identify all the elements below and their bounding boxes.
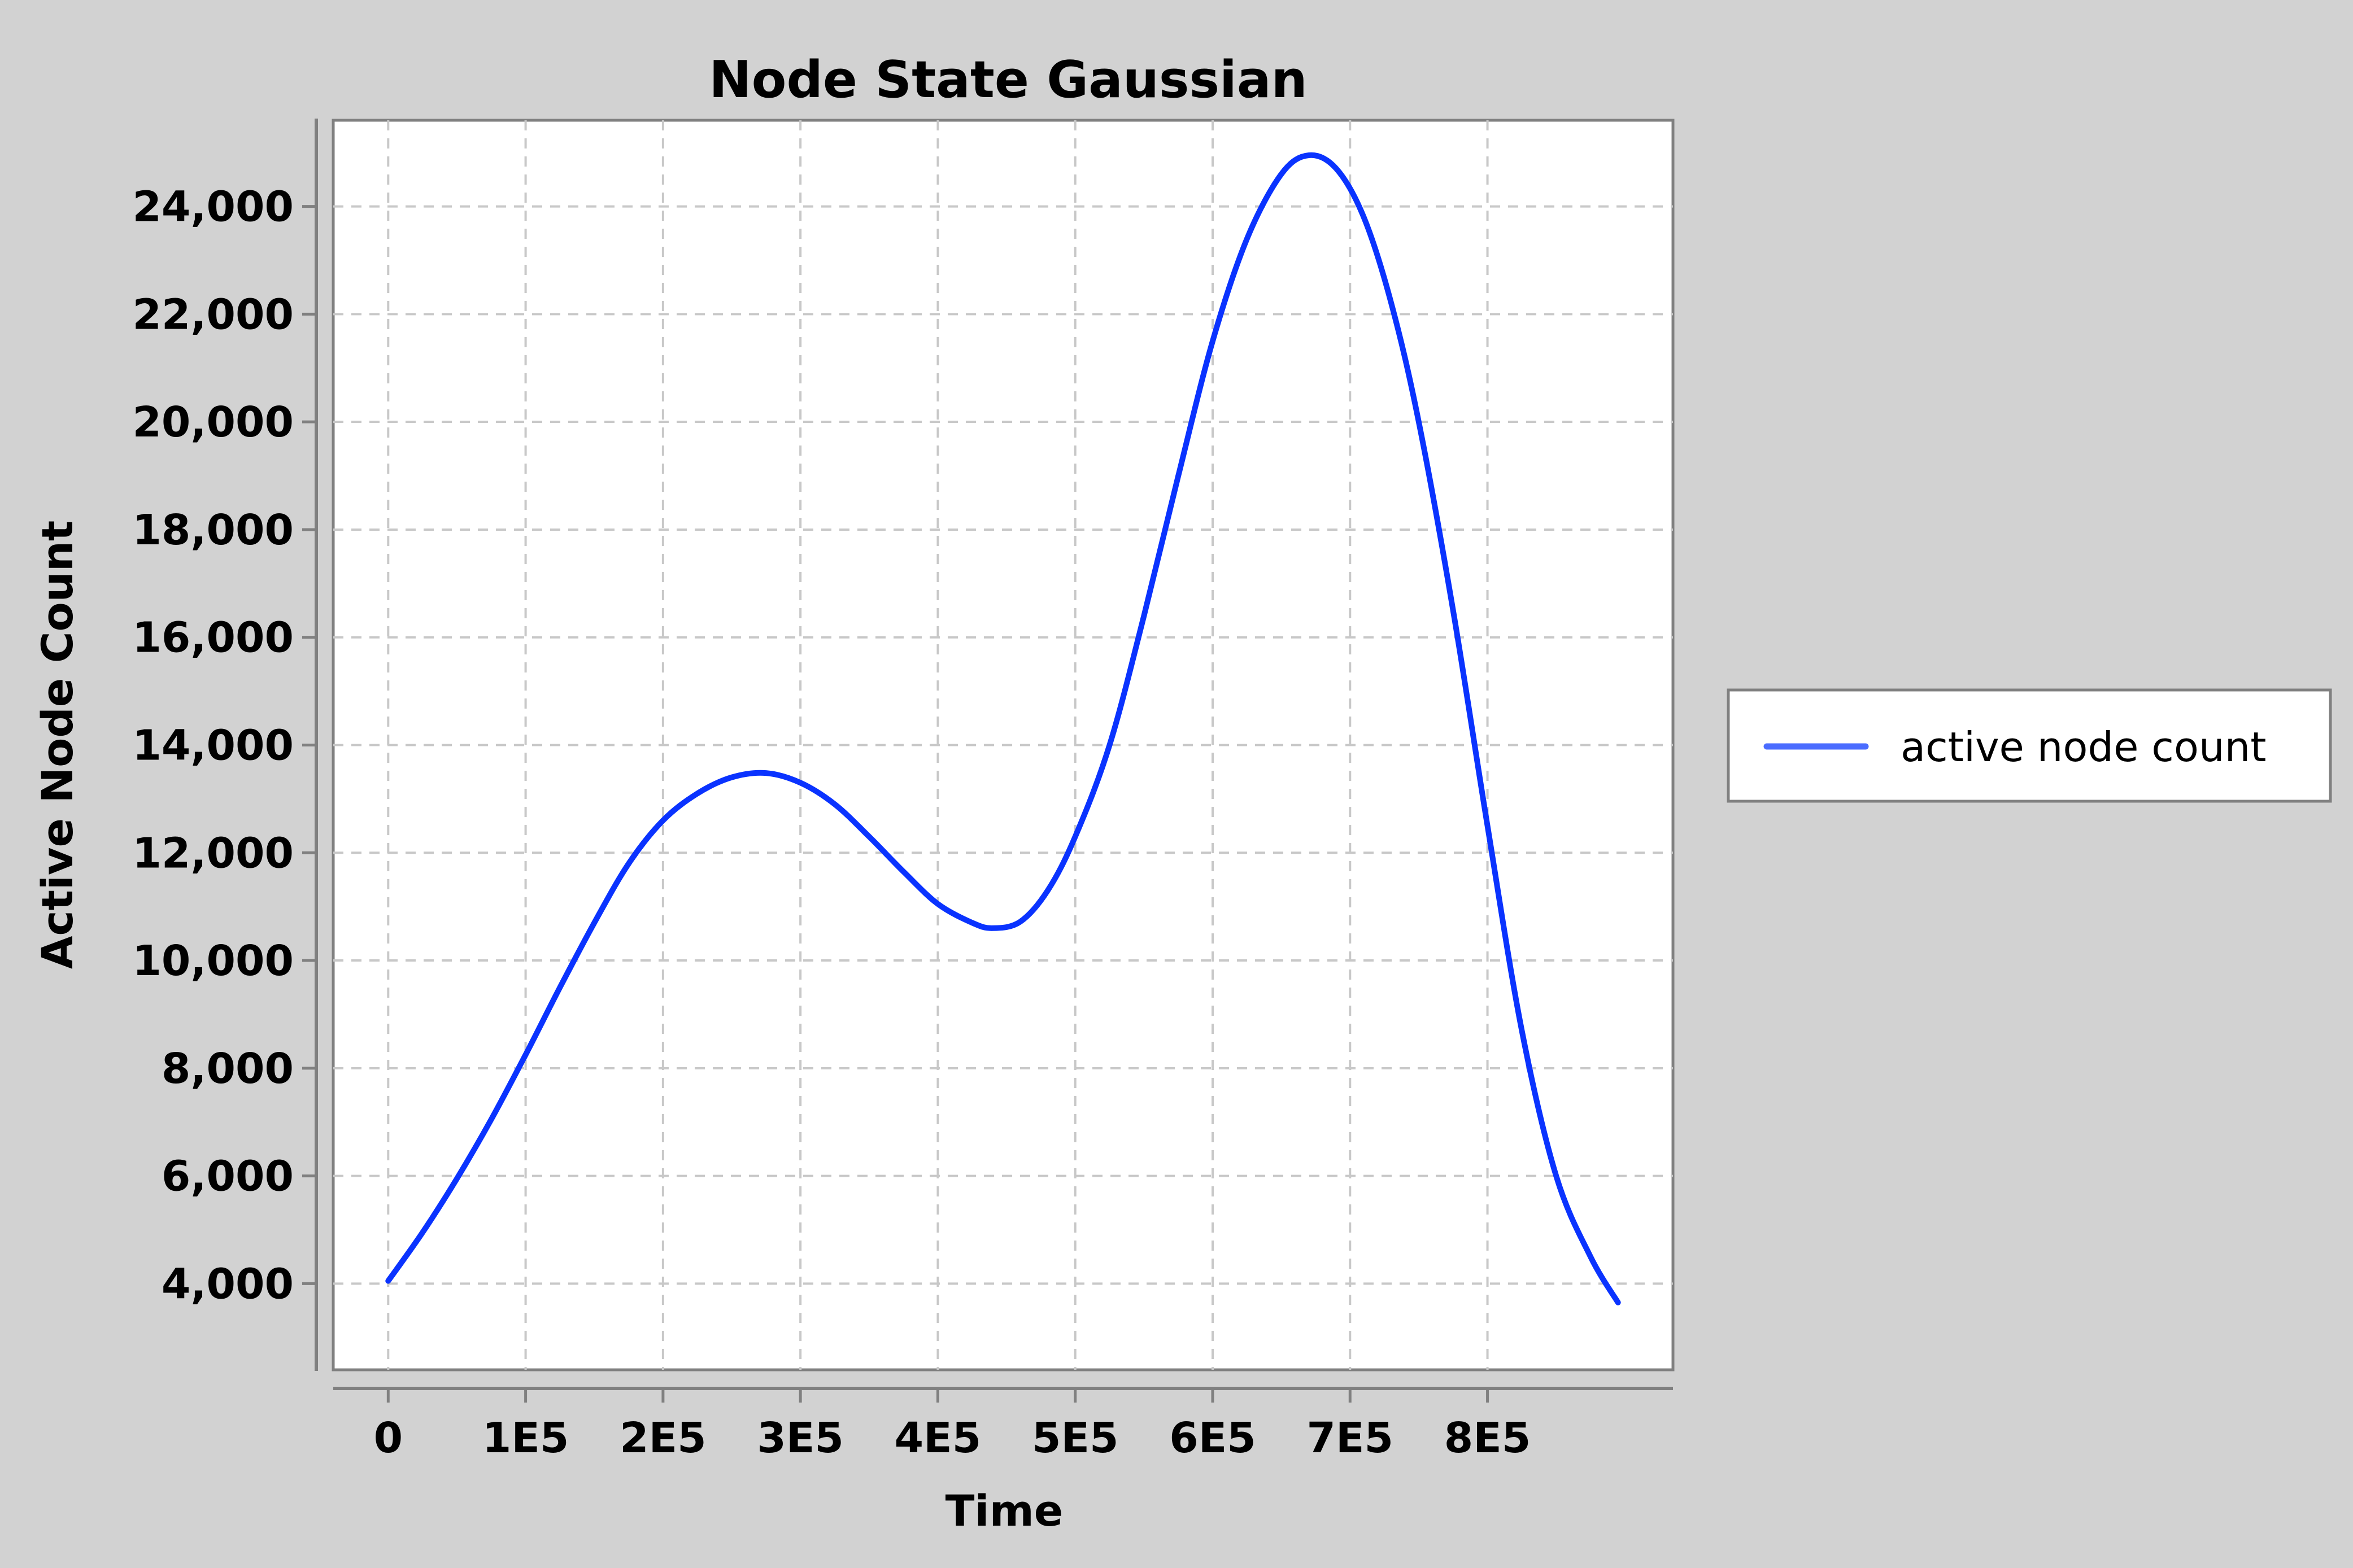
- y-axis-label: Active Node Count: [32, 521, 82, 969]
- y-tick-label: 20,000: [132, 398, 294, 447]
- y-tick-label: 10,000: [132, 937, 294, 985]
- y-tick-label: 18,000: [132, 506, 294, 554]
- x-tick-label: 8E5: [1444, 1414, 1531, 1462]
- x-tick-label: 0: [374, 1414, 403, 1462]
- legend: active node count: [1727, 688, 2332, 803]
- y-tick-label: 6,000: [162, 1152, 294, 1201]
- x-tick-label: 5E5: [1032, 1414, 1119, 1462]
- x-tick-label: 2E5: [620, 1414, 707, 1462]
- series-line-active-node-count: [385, 152, 1621, 1305]
- x-tick-label: 4E5: [895, 1414, 982, 1462]
- y-tick-label: 14,000: [132, 722, 294, 770]
- y-axis-ticks: 4,000 6,000 8,000 10,000 12,000 14,000 16,000 1…: [132, 183, 316, 1308]
- y-tick-label: 24,000: [132, 183, 294, 232]
- y-tick-label: 22,000: [132, 290, 294, 339]
- y-tick-label: 4,000: [162, 1260, 294, 1308]
- grid-lines: [333, 120, 1673, 1370]
- x-tick-label: 7E5: [1307, 1414, 1394, 1462]
- x-axis-ticks: 0 1E5 2E5 3E5 4E5 5E5 6E5 7E5 8E5: [374, 1388, 1531, 1462]
- y-tick-label: 8,000: [162, 1045, 294, 1093]
- x-axis-label: Time: [945, 1486, 1064, 1536]
- x-tick-label: 3E5: [757, 1414, 844, 1462]
- x-tick-label: 1E5: [482, 1414, 569, 1462]
- x-tick-label: 6E5: [1169, 1414, 1256, 1462]
- chart-title: Node State Gaussian: [709, 50, 1307, 110]
- legend-label: active node count: [1901, 723, 2266, 771]
- y-tick-label: 16,000: [132, 614, 294, 662]
- y-tick-label: 12,000: [132, 829, 294, 877]
